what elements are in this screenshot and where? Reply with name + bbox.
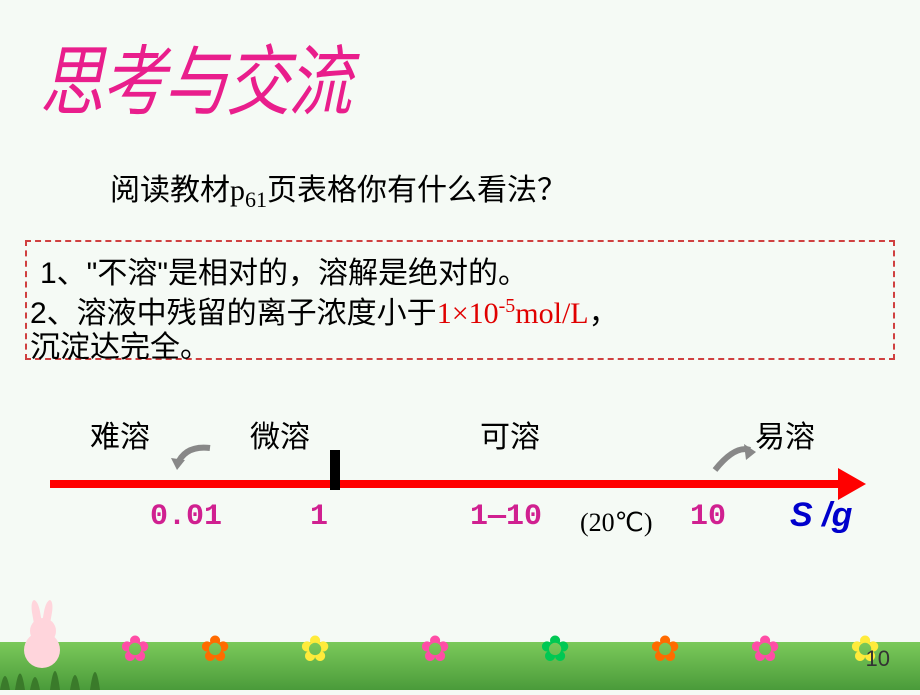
val-1: 1 bbox=[310, 500, 328, 534]
val-2: 1—10 bbox=[470, 500, 542, 534]
val-3: 10 bbox=[690, 500, 726, 534]
line2-post: ， bbox=[589, 297, 619, 330]
cat-1: 微溶 bbox=[250, 412, 310, 456]
question-text: 阅读教材p61页表格你有什么看法？ bbox=[110, 165, 567, 213]
axis-unit: S /g bbox=[790, 496, 852, 535]
question-pre: 阅读教材p bbox=[110, 174, 245, 207]
flower-icon: ✿ bbox=[300, 628, 330, 670]
page-number: 10 bbox=[866, 646, 890, 672]
flower-icon: ✿ bbox=[750, 628, 780, 670]
cat-3: 易溶 bbox=[755, 412, 815, 456]
flower-icon: ✿ bbox=[650, 628, 680, 670]
cat-2: 可溶 bbox=[480, 412, 540, 456]
slide-title: 思考与交流 bbox=[40, 21, 350, 131]
curved-arrow-right-icon bbox=[710, 440, 760, 480]
curved-arrow-left-icon bbox=[165, 440, 215, 480]
flower-icon: ✿ bbox=[540, 628, 570, 670]
solubility-axis: 难溶 微溶 可溶 易溶 0.01 1 1—10 10 S /g (20℃) bbox=[50, 420, 880, 570]
line2-red-b: mol/L bbox=[515, 297, 588, 330]
flower-icon: ✿ bbox=[120, 628, 150, 670]
axis-temp: (20℃) bbox=[580, 508, 653, 538]
axis-line bbox=[50, 480, 840, 488]
val-0: 0.01 bbox=[150, 500, 222, 534]
question-sub: 61 bbox=[245, 187, 267, 212]
line2-red-a: 1×10 bbox=[437, 297, 499, 330]
answer-line3: 沉淀达完全。 bbox=[30, 322, 210, 366]
axis-tick bbox=[330, 450, 340, 490]
cat-0: 难溶 bbox=[90, 412, 150, 456]
question-post: 页表格你有什么看法？ bbox=[267, 174, 567, 207]
flower-icon: ✿ bbox=[200, 628, 230, 670]
flower-icon: ✿ bbox=[420, 628, 450, 670]
line2-red-sup: -5 bbox=[499, 295, 516, 317]
answer-line1: 1、"不溶"是相对的，溶解是绝对的。 bbox=[40, 248, 528, 292]
bunny-icon bbox=[12, 598, 72, 668]
